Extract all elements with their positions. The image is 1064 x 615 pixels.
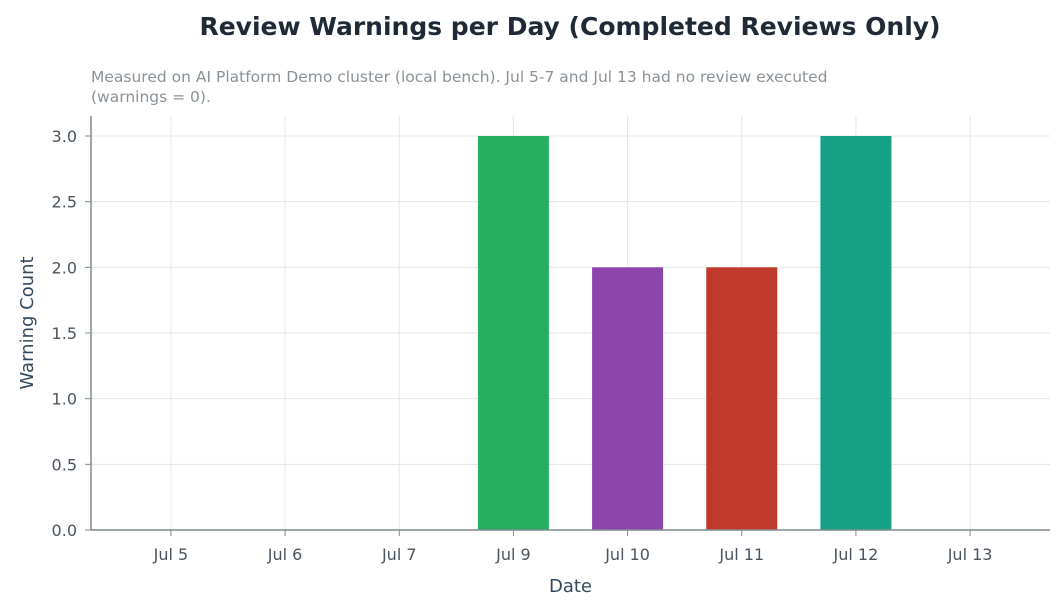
- y-tick-label: 2.0: [52, 258, 77, 277]
- y-tick-label: 0.5: [52, 455, 77, 474]
- x-tick-label: Jul 10: [604, 545, 650, 564]
- bar-jul-10: [592, 267, 664, 530]
- y-tick-label: 3.0: [52, 127, 77, 146]
- y-tick-label: 0.0: [52, 521, 77, 540]
- x-tick-label: Jul 7: [381, 545, 417, 564]
- y-tick-label: 2.5: [52, 193, 77, 212]
- x-tick-label: Jul 13: [947, 545, 993, 564]
- x-tick-label: Jul 6: [267, 545, 303, 564]
- y-tick-label: 1.5: [52, 324, 77, 343]
- y-tick-label: 1.0: [52, 390, 77, 409]
- x-axis-label: Date: [549, 576, 592, 597]
- bar-jul-9: [477, 136, 549, 530]
- x-tick-label: Jul 11: [718, 545, 764, 564]
- y-axis-label: Warning Count: [17, 256, 38, 389]
- x-tick-label: Jul 9: [495, 545, 531, 564]
- chart-subtitle: Measured on AI Platform Demo cluster (lo…: [91, 68, 828, 106]
- bar-jul-11: [706, 267, 778, 530]
- x-tick-label: Jul 5: [153, 545, 189, 564]
- x-tick-label: Jul 12: [833, 545, 879, 564]
- bar-jul-12: [820, 136, 892, 530]
- chart-title: Review Warnings per Day (Completed Revie…: [199, 12, 941, 41]
